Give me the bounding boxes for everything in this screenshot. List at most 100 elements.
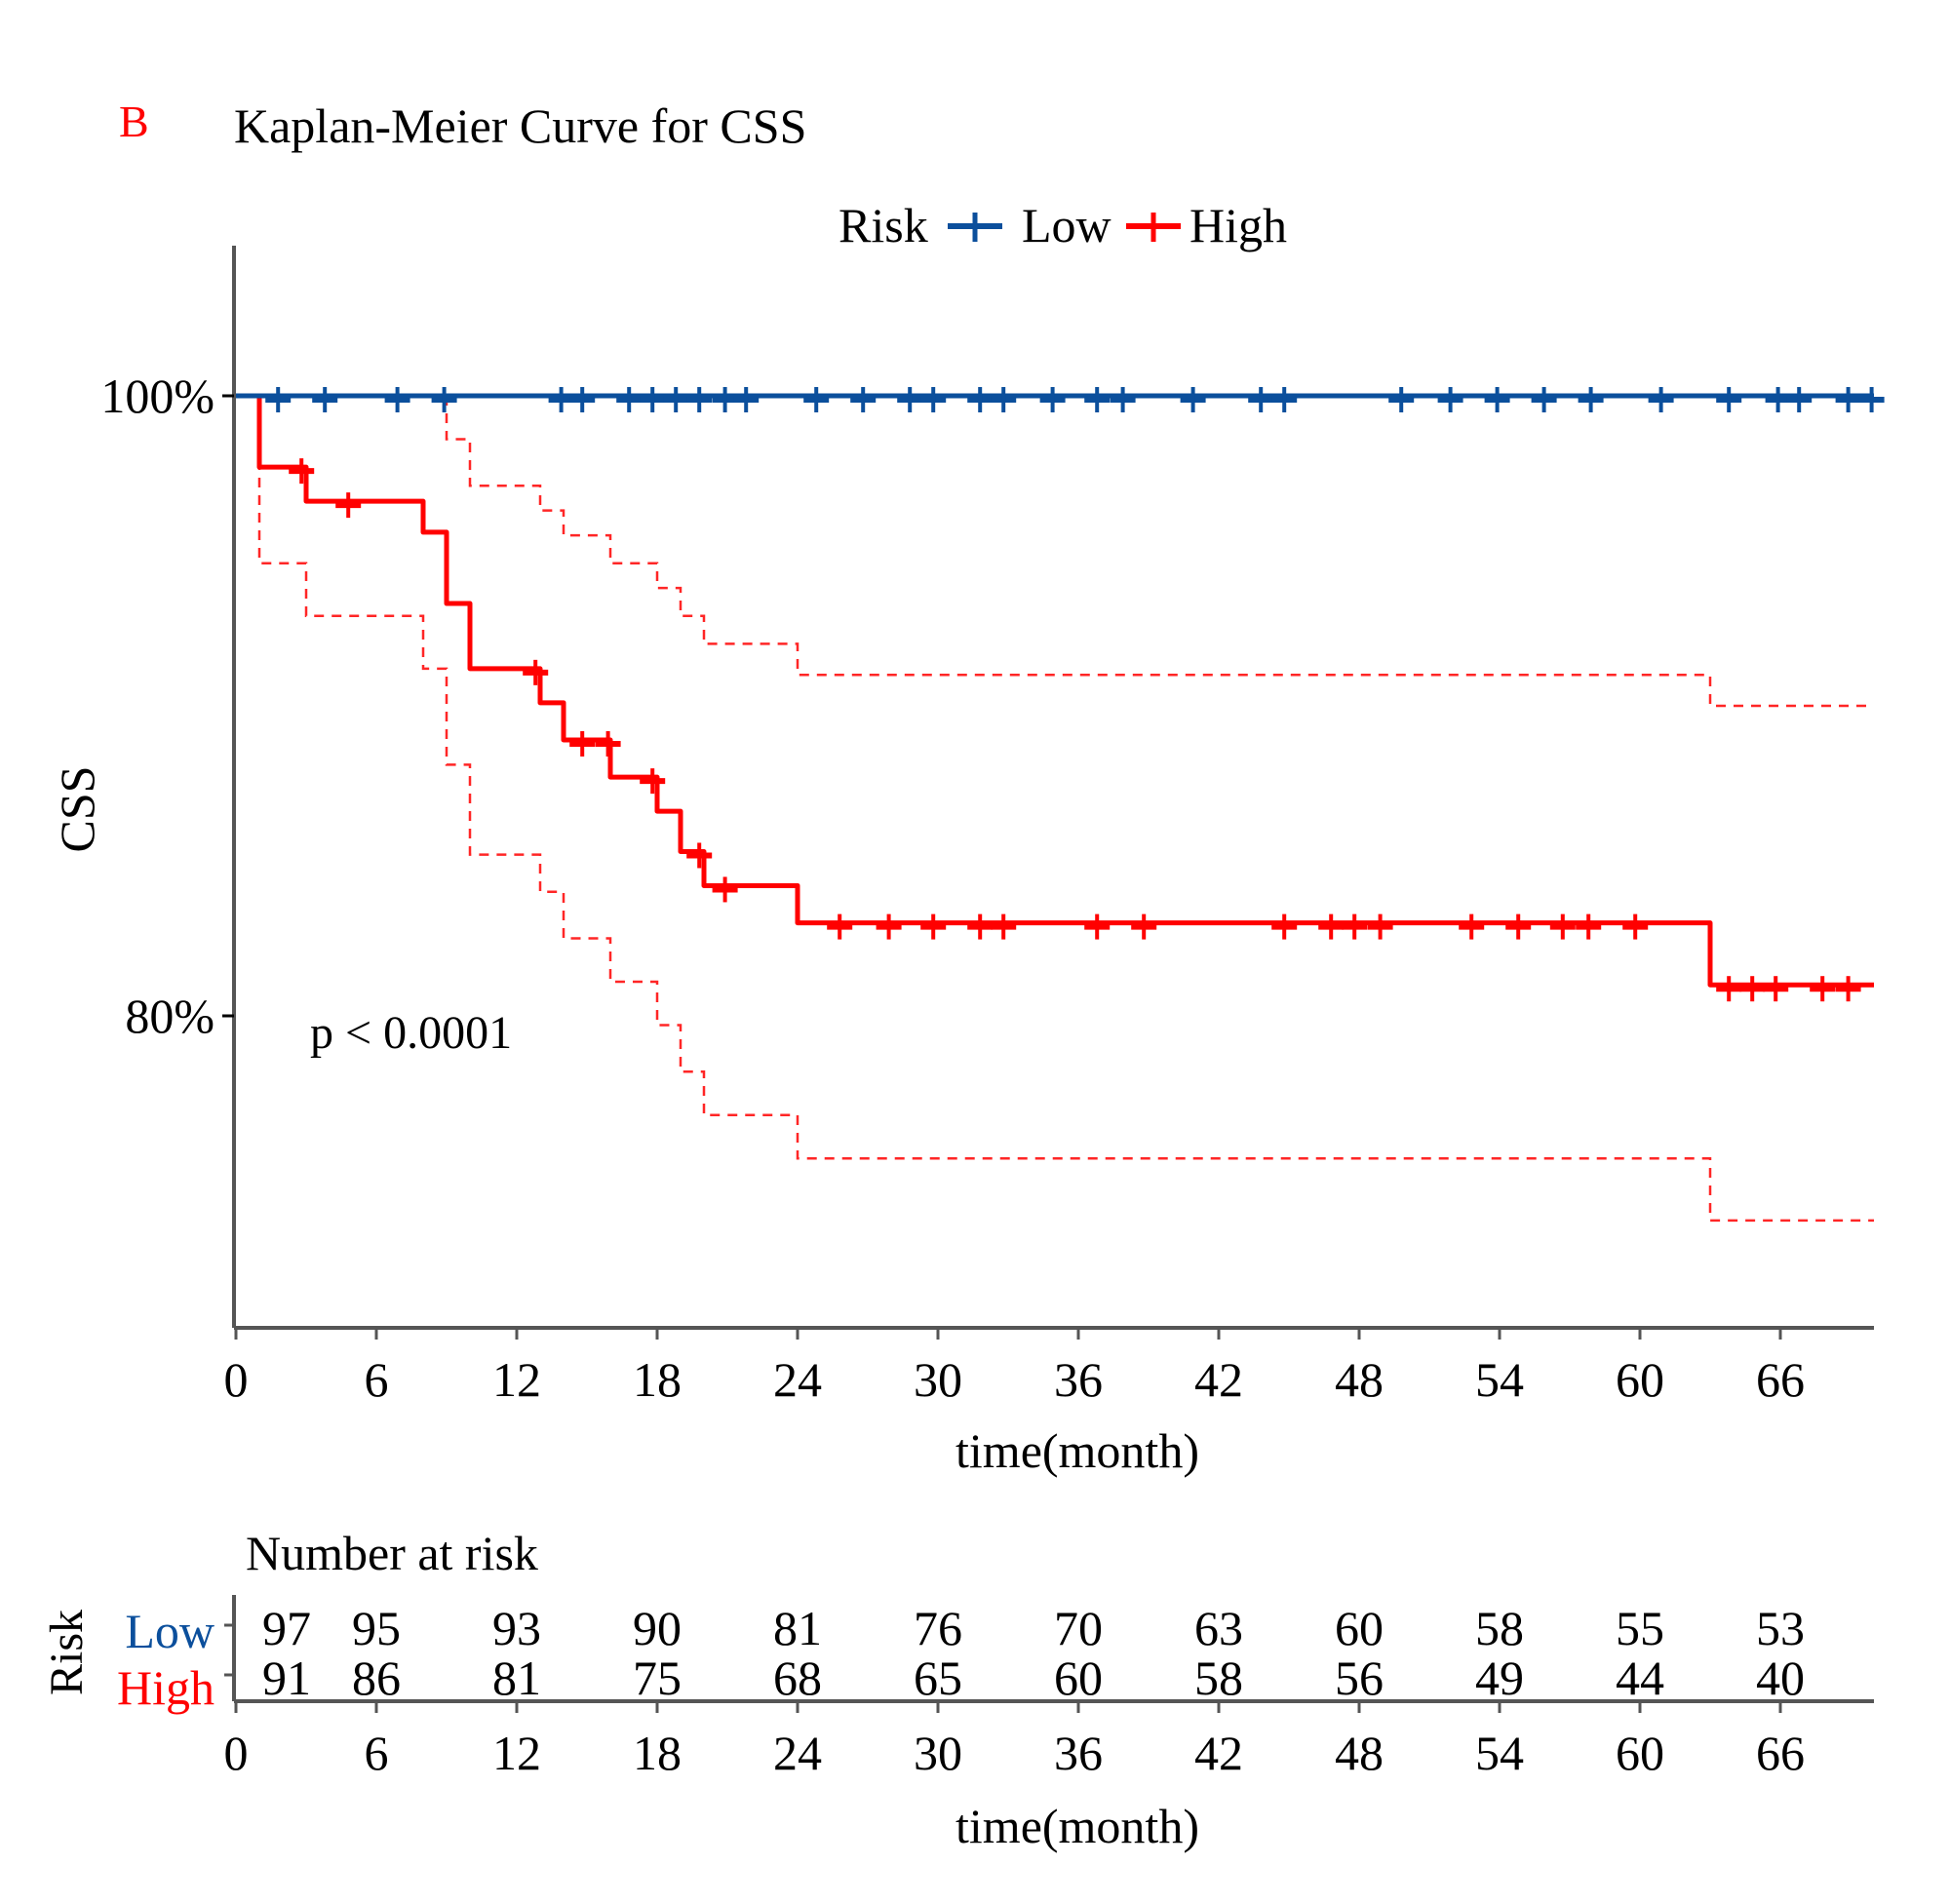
risk-count-low: 53: [1756, 1601, 1805, 1655]
x-tick-label: 12: [492, 1352, 541, 1407]
chart-title: Kaplan-Meier Curve for CSS: [234, 98, 806, 153]
x-tick-label: 60: [1616, 1352, 1664, 1407]
censor-mark-high: [640, 768, 666, 795]
censor-mark-low: [569, 387, 596, 412]
legend-title: Risk: [838, 198, 928, 253]
risk-table-x-axis-label: time(month): [956, 1799, 1199, 1853]
risk-table-values: 97 95 93 90 81 76 70 63 60 58 55 53 91 86 81 75 68 65 60 58…: [262, 1601, 1805, 1705]
censor-mark-low: [265, 387, 292, 412]
risk-count-high: 40: [1756, 1651, 1805, 1705]
x-axis-label: time(month): [956, 1423, 1199, 1478]
risk-count-high: 49: [1475, 1651, 1524, 1705]
risk-row-label-high: High: [117, 1660, 214, 1715]
confidence-bands: [236, 394, 1874, 1223]
censor-mark-low: [384, 387, 410, 412]
censor-mark-high: [686, 842, 713, 869]
legend-low-marker: [948, 213, 1002, 242]
censor-mark-low: [1084, 387, 1111, 412]
censor-mark-high: [991, 913, 1017, 940]
censor-mark-high: [1576, 913, 1602, 940]
censor-mark-high: [712, 876, 738, 903]
censor-mark-low: [1248, 387, 1274, 412]
x-tick-label: 48: [1335, 1352, 1384, 1407]
risk-count-low: 97: [262, 1601, 311, 1655]
censor-mark-low: [803, 387, 830, 412]
censor-mark-low: [897, 387, 923, 412]
censor-mark-low: [1786, 387, 1813, 412]
ci-upper-high: [236, 394, 1874, 708]
risk-count-high: 91: [262, 1651, 311, 1705]
censor-mark-low: [1110, 387, 1136, 412]
censor-mark-low: [1271, 387, 1298, 412]
risk-count-low: 81: [773, 1601, 822, 1655]
censor-mark-low: [1437, 387, 1463, 412]
risk-count-low: 58: [1475, 1601, 1524, 1655]
x-tick-label: 0: [224, 1352, 249, 1407]
risk-count-high: 65: [914, 1651, 962, 1705]
risk-table-x-tick-label: 54: [1475, 1726, 1524, 1780]
censor-mark-high: [967, 913, 994, 940]
censor-mark-high: [595, 730, 621, 757]
risk-row-label-low: Low: [125, 1604, 214, 1658]
censor-mark-high: [1810, 976, 1836, 1002]
censor-mark-high: [920, 913, 947, 940]
censor-mark-high: [1835, 976, 1861, 1002]
legend-label-high: High: [1190, 198, 1287, 253]
survival-plot: 0 6 12 18 24 30 36 42 48 54 60 66 80% 100%: [100, 246, 1885, 1407]
risk-table-x-tick-label: 36: [1054, 1726, 1103, 1780]
survival-curves: [236, 393, 1874, 988]
risk-count-low: 76: [914, 1601, 962, 1655]
risk-table-row-axis-label: Risk: [41, 1610, 93, 1695]
censor-mark-low: [733, 387, 760, 412]
risk-table-x-tick-label: 30: [914, 1726, 962, 1780]
censor-mark-low: [431, 387, 457, 412]
risk-count-low: 95: [352, 1601, 401, 1655]
censor-mark-low: [967, 387, 994, 412]
censor-mark-low: [663, 387, 689, 412]
censor-mark-low: [1578, 387, 1604, 412]
x-tick-label: 24: [773, 1352, 822, 1407]
x-tick-label: 36: [1054, 1352, 1103, 1407]
survival-curve-high: [236, 393, 1874, 988]
x-tick-labels: 0 6 12 18 24 30 36 42 48 54 60 66: [224, 1352, 1806, 1407]
risk-count-high: 81: [492, 1651, 541, 1705]
censor-mark-high: [1131, 913, 1157, 940]
y-tick-labels: 80% 100%: [100, 369, 214, 1043]
censor-mark-high: [1505, 913, 1532, 940]
censor-mark-high: [1271, 913, 1298, 940]
censor-mark-high: [1084, 913, 1111, 940]
censor-mark-low: [1039, 387, 1066, 412]
censor-mark-high: [1318, 913, 1345, 940]
risk-table-x-tick-label: 66: [1756, 1726, 1805, 1780]
risk-count-low: 90: [633, 1601, 682, 1655]
x-tick-label: 18: [633, 1352, 682, 1407]
risk-count-low: 63: [1194, 1601, 1243, 1655]
axes: [222, 246, 1874, 1340]
x-tick-label: 66: [1756, 1352, 1805, 1407]
censor-mark-high: [1716, 976, 1742, 1002]
panel-label: B: [119, 97, 149, 146]
risk-count-low: 60: [1335, 1601, 1384, 1655]
risk-count-high: 75: [633, 1651, 682, 1705]
censor-mark-low: [991, 387, 1017, 412]
risk-table-axes: [224, 1595, 1874, 1713]
risk-count-high: 60: [1054, 1651, 1103, 1705]
censor-mark-high: [1549, 913, 1576, 940]
censor-mark-high: [289, 458, 315, 485]
censor-mark-high: [335, 492, 362, 519]
censor-mark-high: [1342, 913, 1368, 940]
risk-table-x-tick-label: 48: [1335, 1726, 1384, 1780]
legend: Risk Low High: [838, 198, 1287, 253]
risk-table-x-tick-label: 6: [365, 1726, 389, 1780]
censor-mark-low: [1648, 387, 1674, 412]
risk-table-title: Number at risk: [246, 1526, 538, 1580]
risk-table-x-tick-label: 18: [633, 1726, 682, 1780]
y-tick-label: 100%: [100, 369, 214, 423]
censor-mark-high: [1763, 976, 1789, 1002]
legend-high-marker: [1126, 213, 1181, 242]
censor-mark-high: [1459, 913, 1485, 940]
censor-mark-high: [1622, 913, 1649, 940]
censor-mark-high: [1739, 976, 1766, 1002]
risk-count-low: 93: [492, 1601, 541, 1655]
